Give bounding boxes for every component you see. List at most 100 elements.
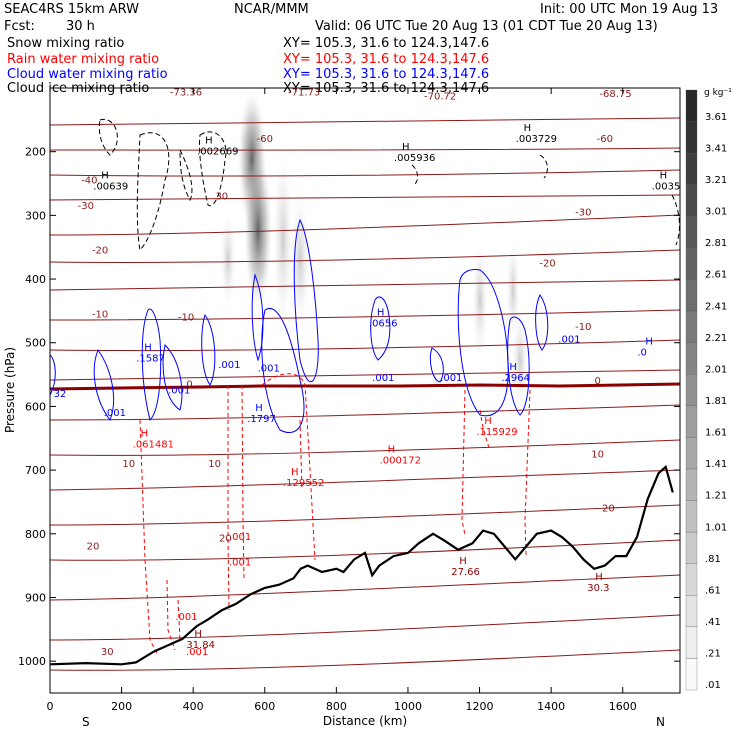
x-tick-label: 1200	[466, 700, 494, 713]
isotherm-label: -10	[575, 322, 591, 333]
plot-frame	[49, 87, 681, 694]
snow-ice-contour	[539, 154, 548, 179]
freezing-level-line	[50, 382, 680, 391]
isotherm-label: 20	[602, 504, 615, 515]
colorbar-swatch	[685, 405, 698, 438]
cloud-water-contour	[535, 293, 549, 351]
rain-water-contour	[139, 419, 159, 656]
y-tick-label: 400	[25, 273, 46, 286]
field-snow-name: Snow mixing ratio	[7, 36, 125, 51]
colorbar-swatch	[685, 216, 698, 249]
isotherm-line	[50, 279, 680, 291]
max-marker-h: H	[377, 308, 385, 319]
shading-plume	[244, 150, 272, 310]
isotherm-label: -30	[78, 201, 94, 212]
max-marker-value: .061481	[133, 440, 174, 451]
colorbar-swatch	[685, 500, 698, 533]
contour-value-label: .001	[258, 363, 280, 374]
max-marker-value: .00639	[93, 182, 128, 193]
isotherm-label: 30	[101, 647, 114, 658]
colorbar-swatch	[685, 626, 698, 659]
colorbar-swatch	[685, 595, 698, 627]
shading-plume	[472, 240, 488, 360]
isotherm-label: 0	[186, 379, 192, 390]
colorbar-label: .41	[705, 617, 721, 628]
contour-value-label: .001	[372, 373, 394, 384]
end-label: N	[656, 715, 665, 729]
colorbar-swatch	[685, 658, 698, 691]
max-marker-value: .002669	[197, 147, 238, 158]
max-marker-h: H	[194, 629, 202, 640]
start-label: S	[82, 715, 90, 729]
max-marker-value: .1797	[247, 414, 276, 425]
max-marker-h: H	[459, 556, 467, 567]
max-marker-value: .129552	[283, 478, 324, 489]
isotherm-line	[50, 214, 680, 236]
max-marker-value: .2964	[501, 373, 530, 384]
field-cloudwater-xy: XY= 105.3, 31.6 to 124.3,147.6	[283, 67, 490, 82]
valid-time: Valid: 06 UTC Tue 20 Aug 13 (01 CDT Tue …	[315, 19, 658, 34]
colorbar-swatch	[685, 89, 698, 122]
isotherm-label: -10	[92, 309, 108, 320]
colorbar-label: 1.21	[705, 491, 727, 502]
x-tick-label: 1000	[394, 700, 422, 713]
colorbar-swatch	[685, 247, 698, 280]
colorbar-swatch	[685, 184, 698, 217]
snow-ice-contour	[179, 149, 193, 202]
field-cloudwater-name: Cloud water mixing ratio	[7, 67, 168, 82]
max-marker-value: 31.84	[186, 640, 215, 651]
rain-water-contour	[166, 579, 176, 651]
colorbar-label: 3.21	[705, 175, 727, 186]
max-marker-value: .1587	[136, 354, 165, 365]
isotherm-label: -40	[81, 176, 97, 187]
max-marker-h: H	[524, 123, 532, 134]
max-marker-value: .003729	[516, 134, 557, 145]
isotherm-label: -10	[178, 312, 194, 323]
cloud-water-contour	[201, 313, 216, 386]
colorbar-label: 3.61	[705, 112, 727, 123]
isotherm-label: 20	[219, 533, 232, 544]
isotherm-line	[50, 249, 680, 263]
shading-plume	[220, 210, 236, 310]
isotherm-label: 30	[215, 191, 228, 202]
max-marker-value: .005936	[394, 153, 435, 164]
shading-plume	[512, 310, 528, 410]
x-tick-label: 600	[254, 700, 275, 713]
isotherm-label: 10	[122, 459, 135, 470]
max-marker-value: .0656	[369, 319, 398, 330]
colorbar-label: 1.61	[705, 428, 727, 439]
max-marker-value: .115929	[476, 427, 517, 438]
cloud-water-contour	[162, 343, 183, 411]
rain-water-contour	[261, 373, 316, 561]
colorbar-swatch	[685, 563, 698, 596]
isotherm-label: 20	[87, 542, 100, 553]
cloud-water-contour	[261, 307, 305, 433]
cloud-water-contour	[293, 218, 319, 383]
snow-ice-contour	[98, 118, 118, 156]
colorbar-swatch	[685, 121, 698, 154]
colorbar-label: 1.01	[705, 522, 727, 533]
y-tick-label: 300	[25, 209, 46, 222]
max-marker-value: .0035	[652, 182, 681, 193]
colorbar-label: 3.41	[705, 143, 727, 154]
max-marker-h: H	[388, 445, 396, 456]
x-tick-label: 1400	[537, 700, 565, 713]
isotherm-label: 10	[208, 459, 221, 470]
x-tick-label: 1600	[609, 700, 637, 713]
isotherm-label: -20	[539, 258, 555, 269]
max-marker-h: H	[205, 136, 213, 147]
colorbar-label: .61	[705, 585, 721, 596]
max-marker-value: .0	[637, 347, 647, 358]
y-tick-label: 700	[25, 464, 46, 477]
rain-water-contour	[479, 409, 491, 451]
model-title: SEAC4RS 15km ARW	[4, 2, 140, 17]
isotherm-line	[50, 539, 680, 561]
isotherm-label: -60	[257, 134, 273, 145]
colorbar-swatch	[685, 468, 698, 501]
rain-water-contour	[299, 419, 303, 491]
cloud-water-contour	[370, 296, 391, 361]
shading-plume	[273, 150, 293, 330]
y-tick-label: 500	[25, 337, 46, 350]
isotherm-line	[50, 404, 680, 421]
